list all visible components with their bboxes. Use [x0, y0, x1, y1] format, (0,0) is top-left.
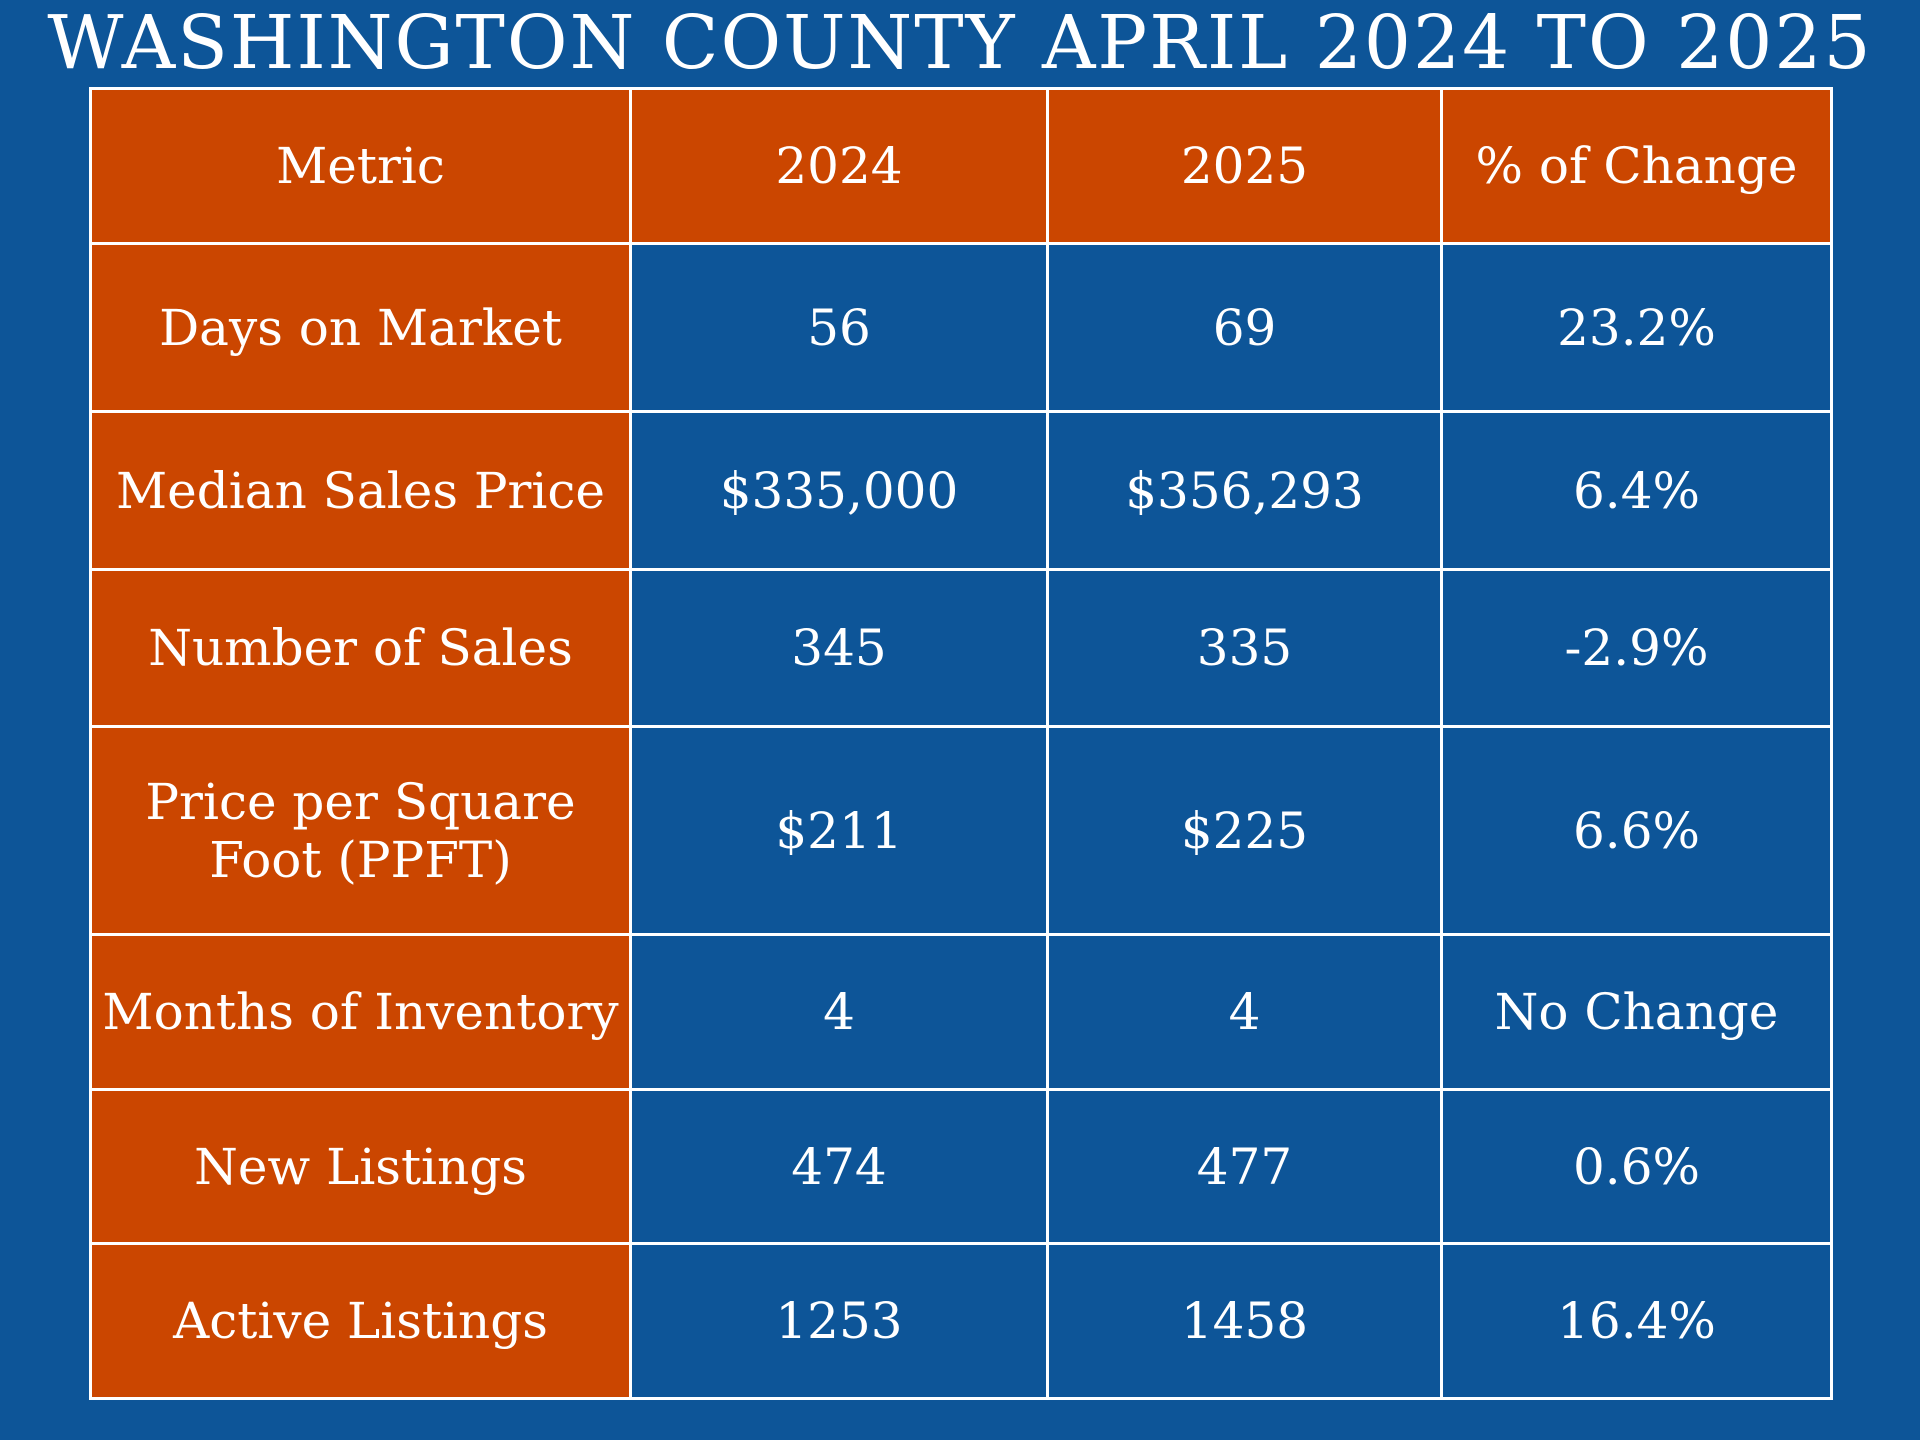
page-title: WASHINGTON COUNTY APRIL 2024 TO 2025	[47, 0, 1873, 86]
header-2024: 2024	[629, 87, 1049, 245]
table-row: Price per Square Foot (PPFT) $211 $225 6…	[89, 725, 1833, 936]
percent-change: 16.4%	[1440, 1242, 1833, 1400]
header-2025: 2025	[1046, 87, 1443, 245]
value-2024: 474	[629, 1088, 1049, 1245]
value-2024: $335,000	[629, 410, 1049, 571]
value-2025: $225	[1046, 725, 1443, 936]
value-2024: 345	[629, 568, 1049, 728]
percent-change: 6.4%	[1440, 410, 1833, 571]
metric-label: Price per Square Foot (PPFT)	[89, 725, 632, 936]
metric-label: Median Sales Price	[89, 410, 632, 571]
table-row: Number of Sales 345 335 -2.9%	[89, 568, 1833, 728]
metric-label: Months of Inventory	[89, 933, 632, 1091]
value-2024: $211	[629, 725, 1049, 936]
percent-change: 6.6%	[1440, 725, 1833, 936]
value-2025: $356,293	[1046, 410, 1443, 571]
percent-change: No Change	[1440, 933, 1833, 1091]
value-2024: 56	[629, 242, 1049, 413]
table-row: New Listings 474 477 0.6%	[89, 1088, 1833, 1245]
table-row: Active Listings 1253 1458 16.4%	[89, 1242, 1833, 1400]
table-row: Median Sales Price $335,000 $356,293 6.4…	[89, 410, 1833, 571]
metric-label: New Listings	[89, 1088, 632, 1245]
value-2024: 4	[629, 933, 1049, 1091]
table-header-row: Metric 2024 2025 % of Change	[89, 87, 1833, 245]
value-2025: 335	[1046, 568, 1443, 728]
percent-change: 23.2%	[1440, 242, 1833, 413]
header-change: % of Change	[1440, 87, 1833, 245]
market-metrics-table: Metric 2024 2025 % of Change Days on Mar…	[89, 87, 1833, 1400]
value-2025: 1458	[1046, 1242, 1443, 1400]
metric-label: Active Listings	[89, 1242, 632, 1400]
percent-change: -2.9%	[1440, 568, 1833, 728]
value-2025: 4	[1046, 933, 1443, 1091]
table-row: Days on Market 56 69 23.2%	[89, 242, 1833, 413]
table-row: Months of Inventory 4 4 No Change	[89, 933, 1833, 1091]
value-2024: 1253	[629, 1242, 1049, 1400]
header-metric: Metric	[89, 87, 632, 245]
metric-label: Days on Market	[89, 242, 632, 413]
value-2025: 477	[1046, 1088, 1443, 1245]
percent-change: 0.6%	[1440, 1088, 1833, 1245]
value-2025: 69	[1046, 242, 1443, 413]
metric-label: Number of Sales	[89, 568, 632, 728]
